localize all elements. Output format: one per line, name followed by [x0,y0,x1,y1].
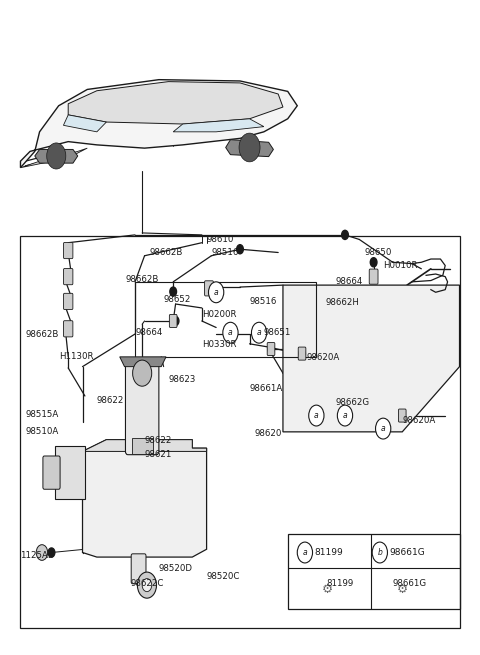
Text: 98662H: 98662H [326,298,360,307]
Text: 98661A: 98661A [250,384,283,393]
FancyBboxPatch shape [125,364,159,455]
Circle shape [65,247,71,254]
Polygon shape [120,357,166,367]
Circle shape [237,245,243,253]
FancyBboxPatch shape [131,554,146,584]
Circle shape [375,418,391,439]
Text: 98622: 98622 [144,436,172,445]
Text: 98662B: 98662B [25,329,59,339]
Circle shape [65,299,71,307]
Circle shape [172,316,179,326]
Circle shape [309,405,324,426]
Circle shape [65,325,71,333]
Polygon shape [21,80,297,168]
Circle shape [268,345,275,354]
Text: a: a [257,328,262,337]
Text: a: a [302,548,307,557]
Text: 98662B: 98662B [149,248,183,257]
Circle shape [142,578,152,591]
Polygon shape [35,149,78,163]
Text: 98651: 98651 [264,328,291,337]
Circle shape [372,542,387,563]
Circle shape [170,287,177,296]
Text: 98662B: 98662B [125,275,159,284]
Text: 98515A: 98515A [25,411,59,419]
Text: 1125AD: 1125AD [21,552,55,560]
Text: 98664: 98664 [135,328,162,337]
Circle shape [137,572,156,598]
Text: 98520D: 98520D [159,565,193,573]
Text: 98510A: 98510A [25,427,59,436]
Polygon shape [63,115,107,132]
Text: 98661G: 98661G [393,578,427,588]
Text: 98620: 98620 [254,428,282,438]
Circle shape [370,257,377,267]
FancyBboxPatch shape [398,409,406,422]
FancyBboxPatch shape [43,456,60,489]
Polygon shape [68,82,283,124]
Text: 81199: 81199 [314,548,343,557]
Text: 98610: 98610 [206,235,234,244]
Text: H0200R: H0200R [202,310,236,319]
Text: 98652: 98652 [164,295,191,304]
FancyBboxPatch shape [55,446,85,499]
Circle shape [36,545,48,560]
Polygon shape [283,285,459,432]
Circle shape [252,322,267,343]
FancyBboxPatch shape [369,269,378,284]
Circle shape [297,542,312,563]
Text: 98650: 98650 [364,248,392,257]
Circle shape [47,143,66,169]
Circle shape [132,360,152,386]
FancyBboxPatch shape [298,347,306,360]
Text: 98516: 98516 [211,248,239,257]
Text: a: a [314,411,319,420]
Polygon shape [226,140,274,157]
Circle shape [208,282,224,303]
FancyBboxPatch shape [63,293,73,310]
FancyBboxPatch shape [204,281,214,296]
Text: 98621: 98621 [144,450,172,459]
Text: b: b [377,548,382,557]
Text: 98520C: 98520C [206,572,240,581]
Text: H1130R: H1130R [59,352,93,362]
Polygon shape [83,440,206,451]
Circle shape [337,405,353,426]
FancyBboxPatch shape [169,314,177,328]
Text: a: a [214,288,218,297]
Circle shape [65,272,71,280]
Text: 98622C: 98622C [130,578,164,588]
Text: ⚙: ⚙ [396,583,408,596]
Text: 98620A: 98620A [307,353,340,362]
FancyBboxPatch shape [132,438,153,454]
Text: H0330R: H0330R [202,340,236,349]
FancyBboxPatch shape [267,343,275,356]
Polygon shape [173,119,264,132]
Text: ⚙: ⚙ [322,583,333,596]
Text: 81199: 81199 [326,578,353,588]
Text: 98620A: 98620A [402,417,435,425]
Text: a: a [381,424,385,433]
Text: a: a [228,328,233,337]
Text: H0010R: H0010R [383,261,418,270]
Polygon shape [21,148,87,168]
Text: 98622: 98622 [97,396,124,405]
Text: 98516: 98516 [250,297,277,306]
Circle shape [239,133,260,162]
FancyBboxPatch shape [63,269,73,285]
Circle shape [48,548,55,557]
Text: 98623: 98623 [168,375,196,384]
Text: 98664: 98664 [336,277,363,286]
Circle shape [223,322,238,343]
Text: 98661G: 98661G [389,548,425,557]
FancyBboxPatch shape [63,242,73,259]
Circle shape [342,231,348,240]
Polygon shape [83,440,206,557]
Text: a: a [343,411,348,420]
FancyBboxPatch shape [63,321,73,337]
Text: 98662G: 98662G [336,398,370,407]
Circle shape [299,349,305,358]
